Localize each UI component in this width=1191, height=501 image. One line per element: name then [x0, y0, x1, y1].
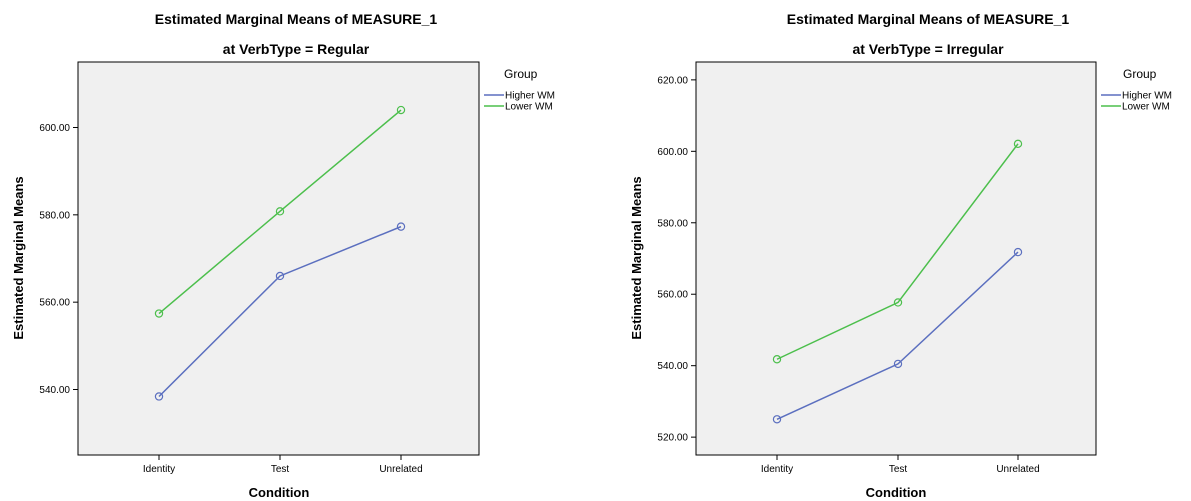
legend-label: Lower WM: [505, 102, 553, 113]
data-point-higher-wm: [154, 392, 164, 401]
legend-label: Lower WM: [1122, 102, 1170, 113]
y-tick-label: 560.00: [657, 290, 688, 301]
x-tick-label: Unrelated: [379, 464, 422, 475]
ticks-irregular: 520.00 540.00 560.00 580.00 600.00 620.00 Iden…: [657, 75, 1039, 475]
x-tick-label: Test: [271, 464, 290, 475]
series-irregular: [772, 139, 1023, 424]
data-point-lower-wm: [275, 207, 285, 216]
series-regular: [154, 105, 406, 401]
y-tick-label: 540.00: [39, 385, 70, 396]
x-tick-label: Identity: [761, 464, 793, 475]
plot-area-irregular: [695, 61, 1097, 456]
legend-label: Higher WM: [505, 91, 555, 102]
data-point-higher-wm: [893, 359, 903, 369]
data-point-lower-wm: [772, 355, 782, 364]
y-tick-label: 540.00: [657, 361, 688, 372]
x-axis-label-regular: Condition: [249, 485, 310, 500]
y-tick-label: 580.00: [657, 218, 688, 229]
data-point-higher-wm: [1013, 247, 1023, 257]
chart-regular: Estimated Marginal Means of MEASURE_1 at…: [11, 11, 555, 500]
y-axis-label-regular: Estimated Marginal Means: [11, 176, 26, 339]
data-point-higher-wm: [772, 415, 782, 424]
series-line-higher-wm: [776, 251, 1019, 420]
data-point-lower-wm: [893, 298, 903, 307]
chart-subtitle-regular: at VerbType = Regular: [223, 41, 370, 57]
data-point-higher-wm: [396, 222, 406, 231]
y-tick-label: 520.00: [657, 433, 688, 444]
data-point-lower-wm: [154, 309, 164, 318]
data-point-higher-wm: [275, 271, 285, 281]
series-line-higher-wm: [158, 225, 402, 398]
data-point-lower-wm: [1013, 139, 1023, 149]
data-point-lower-wm: [396, 105, 406, 115]
chart-subtitle-irregular: at VerbType = Irregular: [852, 41, 1004, 57]
x-tick-label: Test: [889, 464, 908, 475]
series-line-lower-wm: [158, 109, 402, 315]
y-tick-label: 600.00: [39, 123, 70, 134]
chart-irregular: Estimated Marginal Means of MEASURE_1 at…: [629, 11, 1172, 500]
y-tick-label: 580.00: [39, 210, 70, 221]
legend-label: Higher WM: [1122, 91, 1172, 102]
ticks-regular: 540.00 560.00 580.00 600.00 Identity Test Unre…: [39, 123, 422, 475]
y-tick-label: 560.00: [39, 298, 70, 309]
x-tick-label: Unrelated: [996, 464, 1039, 475]
plot-area-regular: [77, 61, 480, 456]
y-tick-label: 620.00: [657, 75, 688, 86]
y-axis-label-irregular: Estimated Marginal Means: [629, 176, 644, 339]
chart-title-irregular: Estimated Marginal Means of MEASURE_1: [787, 11, 1070, 27]
legend-title-irregular: Group: [1123, 67, 1157, 81]
x-axis-label-irregular: Condition: [866, 485, 927, 500]
x-tick-label: Identity: [143, 464, 175, 475]
series-line-lower-wm: [776, 143, 1019, 360]
legend-title-regular: Group: [504, 67, 538, 81]
y-tick-label: 600.00: [657, 147, 688, 158]
chart-title-regular: Estimated Marginal Means of MEASURE_1: [155, 11, 438, 27]
